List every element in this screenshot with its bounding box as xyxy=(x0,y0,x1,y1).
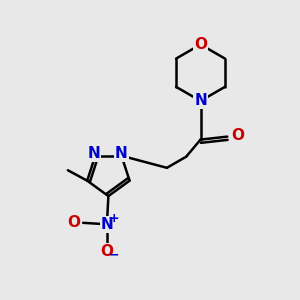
Text: O: O xyxy=(67,215,80,230)
Text: O: O xyxy=(194,37,207,52)
Text: O: O xyxy=(232,128,245,143)
Text: N: N xyxy=(100,217,113,232)
Text: −: − xyxy=(109,248,119,261)
Text: N: N xyxy=(115,146,128,161)
Text: O: O xyxy=(100,244,113,259)
Text: +: + xyxy=(108,212,119,226)
Text: N: N xyxy=(87,146,100,161)
Text: N: N xyxy=(194,94,207,109)
